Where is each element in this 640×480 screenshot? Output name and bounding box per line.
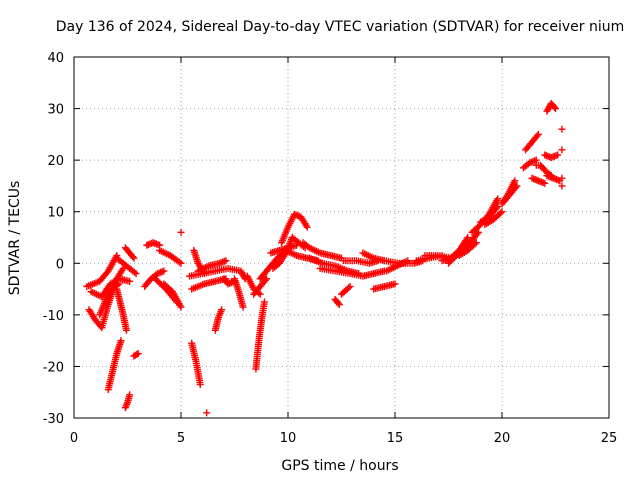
y-tick-label: -10 (43, 309, 64, 324)
data-point (558, 125, 566, 133)
data-point (175, 258, 183, 266)
data-point (303, 223, 311, 231)
data-point (494, 195, 502, 203)
data-point (177, 259, 185, 267)
data-point (346, 282, 354, 290)
data-point (512, 183, 520, 191)
chart-title: Day 136 of 2024, Sidereal Day-to-day VTE… (56, 19, 625, 35)
data-point (534, 130, 542, 138)
y-tick-label: 0 (56, 257, 64, 272)
x-axis-label: GPS time / hours (281, 458, 398, 474)
data-point (201, 270, 209, 278)
data-point (126, 391, 134, 399)
data-point (463, 235, 471, 243)
data-point (494, 203, 502, 211)
data-point (541, 179, 549, 187)
data-point (334, 299, 342, 307)
x-tick-label: 25 (601, 431, 618, 446)
y-axis-ticks: -30 -20 -10 0 10 20 30 40 (43, 51, 609, 427)
data-point (263, 275, 271, 283)
x-tick-label: 5 (177, 431, 185, 446)
data-point (498, 208, 506, 216)
data-point (177, 228, 185, 236)
data-point (345, 284, 353, 292)
y-tick-label: 40 (47, 51, 64, 66)
data-point (129, 253, 137, 261)
data-point (558, 182, 566, 190)
data-point (492, 204, 500, 212)
data-point (472, 239, 480, 247)
x-tick-label: 15 (387, 431, 404, 446)
grid (74, 57, 609, 418)
data-point (256, 290, 264, 298)
data-point (239, 303, 247, 311)
data-point (554, 151, 562, 159)
data-point (117, 337, 125, 345)
data-point (130, 254, 138, 262)
data-point (130, 268, 138, 276)
data-points (83, 99, 566, 417)
y-tick-label: 30 (47, 103, 64, 118)
data-point (533, 132, 541, 140)
data-point (513, 182, 521, 190)
data-point (511, 177, 519, 185)
y-tick-label: 20 (47, 154, 64, 169)
data-point (134, 350, 142, 358)
plot-frame (73, 56, 610, 419)
data-point (464, 234, 472, 241)
y-axis-label: SDTVAR / TECUs (7, 181, 23, 296)
y-tick-label: -20 (43, 360, 64, 375)
data-point (261, 276, 269, 284)
y-tick-label: 10 (47, 206, 64, 221)
data-point (552, 105, 559, 113)
data-point (558, 174, 566, 182)
data-point (260, 298, 268, 306)
data-point (335, 301, 343, 309)
x-axis-ticks: 0 5 10 15 20 25 (70, 57, 617, 446)
data-point (404, 257, 412, 265)
x-tick-label: 20 (494, 431, 511, 446)
x-tick-label: 10 (280, 431, 297, 446)
data-point (160, 267, 168, 275)
data-point (115, 280, 123, 288)
data-point (126, 277, 134, 285)
data-point (391, 280, 399, 288)
data-point (473, 230, 481, 238)
y-tick-label: -30 (43, 412, 64, 427)
data-point (293, 241, 301, 249)
x-tick-label: 0 (70, 431, 78, 446)
data-point (132, 270, 140, 278)
data-point (550, 103, 558, 111)
data-point (122, 326, 130, 334)
data-point (196, 380, 204, 388)
data-point (218, 306, 226, 314)
data-point (177, 303, 185, 311)
data-point (474, 228, 482, 236)
data-point (471, 240, 479, 248)
data-point (558, 146, 566, 154)
data-point (222, 257, 230, 265)
data-point (203, 409, 211, 417)
data-point (497, 209, 505, 217)
data-point (133, 350, 141, 358)
